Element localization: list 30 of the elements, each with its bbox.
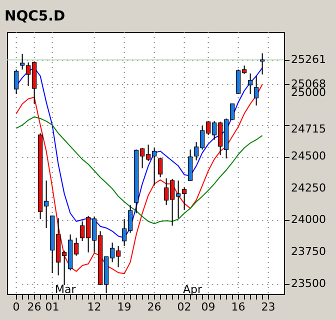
x-tick-label: 09 xyxy=(201,300,216,314)
x-tick-label: 02 xyxy=(177,300,192,314)
y-tick-label: 24250 xyxy=(291,181,326,194)
x-tick-label: 23 xyxy=(261,300,276,314)
x-tick-label: 0 xyxy=(12,300,20,314)
candlestick xyxy=(260,52,265,75)
x-tick-label: 26 xyxy=(27,300,42,314)
line-series xyxy=(16,84,263,274)
x-tick-label: 01 xyxy=(45,300,60,314)
candlestick xyxy=(188,149,193,182)
annotation: Apr xyxy=(183,283,203,296)
y-tick-label: 23750 xyxy=(291,245,326,258)
y-tick-label: 24000 xyxy=(291,213,326,226)
x-tick-label: 12 xyxy=(87,300,102,314)
y-tick-label: 24715 xyxy=(291,122,326,136)
line-series xyxy=(16,116,263,224)
y-tick-label: 23500 xyxy=(291,276,326,290)
annotation: Mar xyxy=(55,283,76,296)
chart-title: NQC5.D xyxy=(4,8,66,24)
candlestick xyxy=(14,69,19,95)
x-tick-label: 26 xyxy=(147,300,162,314)
x-tick-label: 19 xyxy=(117,300,132,314)
candlestick xyxy=(248,72,253,95)
candlestick xyxy=(20,53,25,70)
y-tick-label: 24500 xyxy=(291,150,326,163)
y-tick-label: 25261 xyxy=(291,52,326,66)
y-tick-label: 25000 xyxy=(291,86,326,100)
x-tick-label: 16 xyxy=(231,300,246,314)
candlestick xyxy=(158,157,163,178)
candlestick xyxy=(254,76,259,106)
